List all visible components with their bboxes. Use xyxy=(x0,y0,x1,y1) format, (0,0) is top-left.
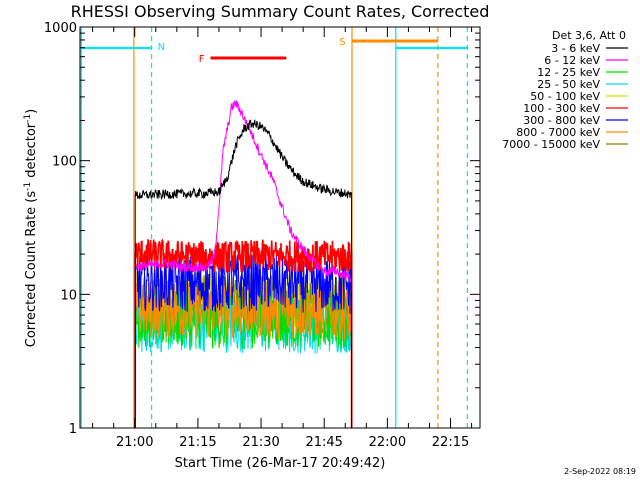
series-line-100-300keV xyxy=(134,238,353,428)
legend-label-800-7000keV: 800 - 7000 keV xyxy=(516,126,600,139)
x-tick-label-2115: 21:15 xyxy=(179,435,216,450)
legend-label-6-12keV: 6 - 12 keV xyxy=(544,54,600,67)
series-line-800-7000keV xyxy=(134,280,353,428)
legend-label-25-50keV: 25 - 50 keV xyxy=(537,78,600,91)
legend-label-50-100keV: 50 - 100 keV xyxy=(530,90,600,103)
footer-date: 2-Sep-2022 08:19 xyxy=(564,467,636,476)
legend-label-100-300keV: 100 - 300 keV xyxy=(523,102,600,115)
legend-header: Det 3,6, Att 0 xyxy=(552,29,626,42)
annotation-label-F: F xyxy=(199,54,205,65)
legend-label-7000-15000keV: 7000 - 15000 keV xyxy=(502,138,600,151)
x-axis-label: Start Time (26-Mar-17 20:49:42) xyxy=(175,456,386,471)
y-axis-label: Corrected Count Rate (s-1 detector-1) xyxy=(23,109,39,347)
y-tick-label-1000: 1000 xyxy=(44,21,77,36)
legend-label-3-6keV: 3 - 6 keV xyxy=(551,42,600,55)
y-tick-label-100: 100 xyxy=(52,155,77,170)
legend-label-300-800keV: 300 - 800 keV xyxy=(523,114,600,127)
series-line-6-12keV xyxy=(134,100,353,428)
x-tick-label-2100: 21:00 xyxy=(116,435,153,450)
legend-label-12-25keV: 12 - 25 keV xyxy=(537,66,600,79)
series-line-300-800keV xyxy=(134,252,353,428)
y-tick-label-1: 1 xyxy=(69,422,77,437)
plot-frame xyxy=(79,26,481,429)
annotation-label-N: N xyxy=(158,42,165,53)
y-tick-label-10: 10 xyxy=(60,288,77,303)
x-tick-label-2200: 22:00 xyxy=(369,435,406,450)
x-tick-label-2130: 21:30 xyxy=(242,435,279,450)
series-line-3-6keV xyxy=(134,119,353,428)
axes: 1 10 100 1000 21:00 21:15 21:30 21:45 22:00 22:15 xyxy=(44,21,481,450)
annotation-label-S: S xyxy=(339,37,345,48)
plot-content: F S N xyxy=(80,27,468,428)
x-tick-label-2145: 21:45 xyxy=(305,435,342,450)
chart-title: RHESSI Observing Summary Count Rates, Co… xyxy=(71,2,490,21)
x-tick-label-2215: 22:15 xyxy=(432,435,469,450)
